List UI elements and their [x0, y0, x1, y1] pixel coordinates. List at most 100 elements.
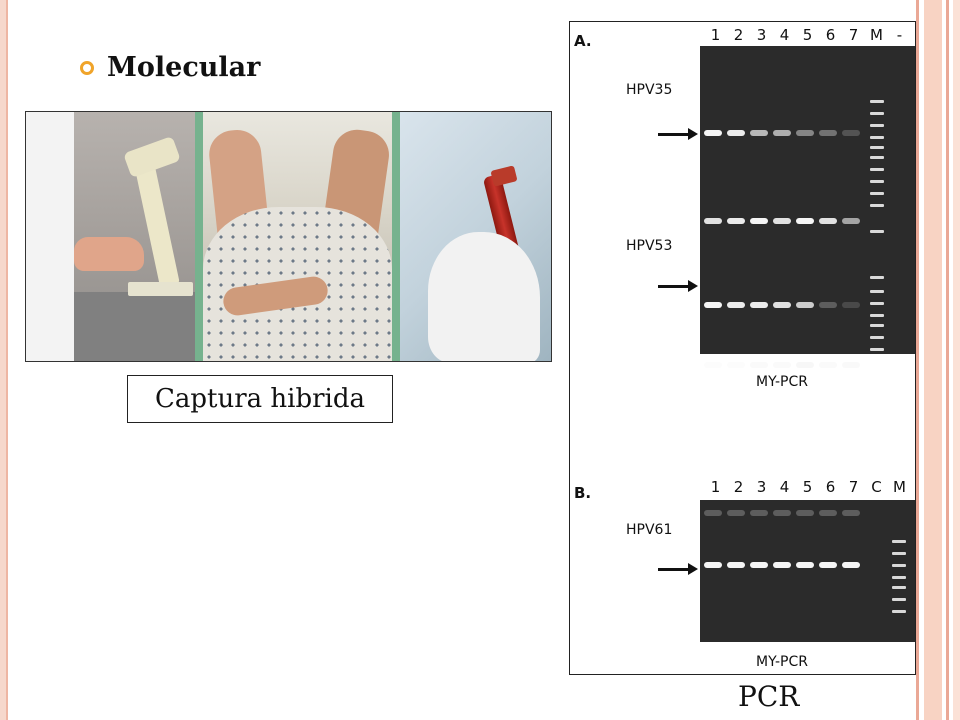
panel_a-lane-label: 1: [710, 26, 721, 44]
ladder-band: [870, 156, 884, 159]
gel-band: [773, 302, 791, 308]
gel-band: [842, 130, 860, 136]
exam-photo: [203, 112, 392, 361]
gel-band: [750, 302, 768, 308]
ladder-band: [870, 112, 884, 115]
panel_a-lane-label: 4: [779, 26, 790, 44]
gel-band: [796, 218, 814, 224]
panel-b-method: MY-PCR: [756, 654, 808, 670]
ladder-band: [892, 610, 906, 613]
caption-captura-hibrida: Captura hibrida: [127, 375, 393, 423]
gel-band: [773, 130, 791, 136]
gel-band: [727, 362, 745, 368]
gel-band: [796, 362, 814, 368]
photo-strip: [25, 111, 552, 362]
gel-band: [842, 362, 860, 368]
gel-band: [819, 302, 837, 308]
ladder-band: [870, 290, 884, 293]
panel_a-lane-label: 2: [733, 26, 744, 44]
ladder-band: [870, 204, 884, 207]
bullet-circle-icon: [80, 60, 94, 75]
ladder-band: [892, 576, 906, 579]
gel-band: [727, 130, 745, 136]
ladder-band: [870, 192, 884, 195]
panel_a-lane-label: 5: [802, 26, 813, 44]
gel-band: [819, 562, 837, 568]
microscope-photo: [26, 112, 196, 361]
arrow-icon: [658, 280, 698, 292]
gel-band: [704, 302, 722, 308]
panel-a-letter: A.: [574, 32, 592, 50]
gel-band: [796, 302, 814, 308]
panel_a-lane-label: 7: [848, 26, 859, 44]
ladder-band: [892, 598, 906, 601]
photo-separator: [391, 112, 400, 361]
ladder-band: [870, 336, 884, 339]
ladder-band: [870, 100, 884, 103]
panel_b-lane-label: 7: [848, 478, 859, 496]
gel-band: [704, 218, 722, 224]
ladder-band: [870, 146, 884, 149]
gel-band: [773, 510, 791, 516]
gel-band: [750, 510, 768, 516]
gel-band: [773, 562, 791, 568]
gel-band: [773, 362, 791, 368]
ladder-band: [892, 586, 906, 589]
caption-pcr: PCR: [738, 680, 800, 713]
gel-band: [842, 510, 860, 516]
panel_b-lane-label: 1: [710, 478, 721, 496]
slide-frame-right: [916, 0, 960, 720]
ladder-band: [870, 348, 884, 351]
gel-band: [819, 362, 837, 368]
panel_a-lane-label: 6: [825, 26, 836, 44]
ladder-band: [870, 180, 884, 183]
gel-band: [727, 218, 745, 224]
panel-b-gel: [700, 500, 915, 642]
arrow-icon: [658, 563, 698, 575]
panel-a-label-2: HPV53: [626, 238, 673, 254]
panel_b-lane-label: 5: [802, 478, 813, 496]
arrow-icon: [658, 128, 698, 140]
panel_a-lane-label: 3: [756, 26, 767, 44]
ladder-band: [870, 168, 884, 171]
panel_b-lane-label: 4: [779, 478, 790, 496]
panel_b-lane-label: 2: [733, 478, 744, 496]
gel-band: [704, 510, 722, 516]
panel_b-lane-label: 3: [756, 478, 767, 496]
panel_a-lane-label: M: [870, 26, 883, 44]
gel-band: [727, 302, 745, 308]
ladder-band: [870, 314, 884, 317]
panel_a-lane-label: -: [896, 26, 903, 44]
panel-b-label-1: HPV61: [626, 522, 673, 538]
gel-band: [727, 510, 745, 516]
gel-band: [842, 218, 860, 224]
ladder-band: [870, 276, 884, 279]
panel_b-lane-label: M: [893, 478, 906, 496]
panel_b-lane-label: 6: [825, 478, 836, 496]
panel-a-gel: [700, 46, 915, 368]
gel-band: [796, 562, 814, 568]
gel-band: [750, 130, 768, 136]
panel-a-method: MY-PCR: [756, 374, 808, 390]
gel-band: [796, 130, 814, 136]
gel-band: [819, 510, 837, 516]
panel-b-letter: B.: [574, 484, 592, 502]
ladder-band: [892, 540, 906, 543]
photo-separator: [195, 112, 204, 361]
panel_b-lane-label: C: [871, 478, 882, 496]
gel-band: [750, 218, 768, 224]
blood-tube-photo: [399, 112, 551, 361]
ladder-band: [870, 302, 884, 305]
gel-band: [750, 562, 768, 568]
gel-band: [704, 362, 722, 368]
ladder-band: [892, 552, 906, 555]
gel-band: [819, 130, 837, 136]
gel-band: [773, 218, 791, 224]
ladder-band: [870, 324, 884, 327]
ladder-band: [870, 124, 884, 127]
gel-band: [842, 302, 860, 308]
bullet-item: Molecular: [80, 52, 260, 83]
